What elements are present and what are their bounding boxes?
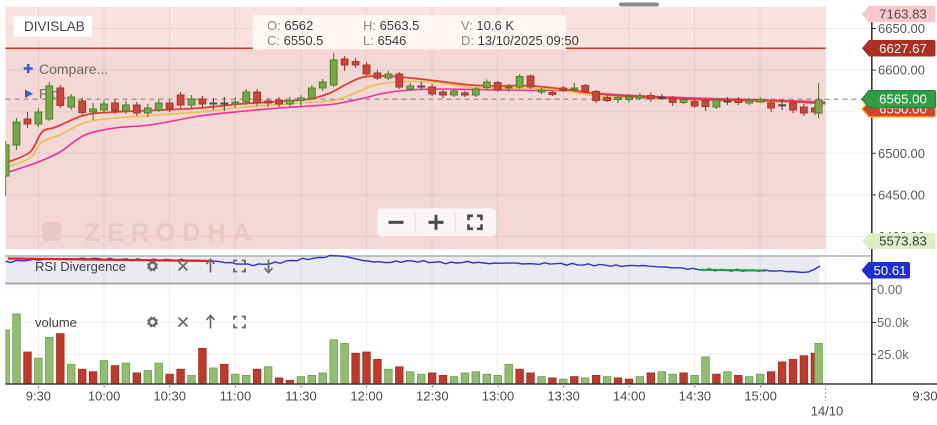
svg-text:volume: volume xyxy=(35,315,77,330)
svg-text:H: 6563.5: H: 6563.5 xyxy=(363,18,419,33)
svg-text:6600.00: 6600.00 xyxy=(878,63,925,78)
svg-text:5573.83: 5573.83 xyxy=(879,234,927,249)
svg-text:13:30: 13:30 xyxy=(547,389,580,404)
svg-text:V: 10.6 K: V: 10.6 K xyxy=(461,18,514,33)
svg-text:RSI Divergence: RSI Divergence xyxy=(35,259,126,274)
svg-text:10:00: 10:00 xyxy=(88,389,121,404)
svg-text:9:30: 9:30 xyxy=(912,389,937,404)
svg-text:25.0k: 25.0k xyxy=(877,347,909,362)
svg-text:14/10: 14/10 xyxy=(811,404,844,419)
svg-text:6627.67: 6627.67 xyxy=(879,41,927,56)
svg-text:C: 6550.5: C: 6550.5 xyxy=(267,33,323,48)
svg-text:9:30: 9:30 xyxy=(26,389,51,404)
svg-text:O: 6562: O: 6562 xyxy=(267,18,313,33)
svg-text:ZERODHA: ZERODHA xyxy=(85,219,258,247)
svg-text:14:00: 14:00 xyxy=(613,389,646,404)
svg-text:50.0k: 50.0k xyxy=(877,315,909,330)
svg-text:6650.00: 6650.00 xyxy=(878,21,925,36)
svg-text:50.61: 50.61 xyxy=(873,263,906,278)
svg-text:DIVISLAB: DIVISLAB xyxy=(24,19,85,34)
svg-text:11:00: 11:00 xyxy=(220,389,252,404)
svg-text:6500.00: 6500.00 xyxy=(878,146,925,161)
svg-text:6565.00: 6565.00 xyxy=(879,92,927,107)
svg-text:L: 6546: L: 6546 xyxy=(363,33,406,48)
svg-text:7163.83: 7163.83 xyxy=(879,7,927,22)
svg-text:6450.00: 6450.00 xyxy=(878,188,925,203)
svg-text:14:30: 14:30 xyxy=(679,389,712,404)
svg-text:12:00: 12:00 xyxy=(350,389,383,404)
svg-text:15:00: 15:00 xyxy=(744,389,777,404)
svg-text:Compare...: Compare... xyxy=(39,61,108,77)
svg-text:10:30: 10:30 xyxy=(153,389,186,404)
svg-text:13:00: 13:00 xyxy=(482,389,515,404)
svg-text:12:30: 12:30 xyxy=(416,389,449,404)
svg-text:11:30: 11:30 xyxy=(285,389,317,404)
svg-text:D: 13/10/2025 09:50: D: 13/10/2025 09:50 xyxy=(461,33,579,48)
svg-text:0.00: 0.00 xyxy=(877,282,902,297)
